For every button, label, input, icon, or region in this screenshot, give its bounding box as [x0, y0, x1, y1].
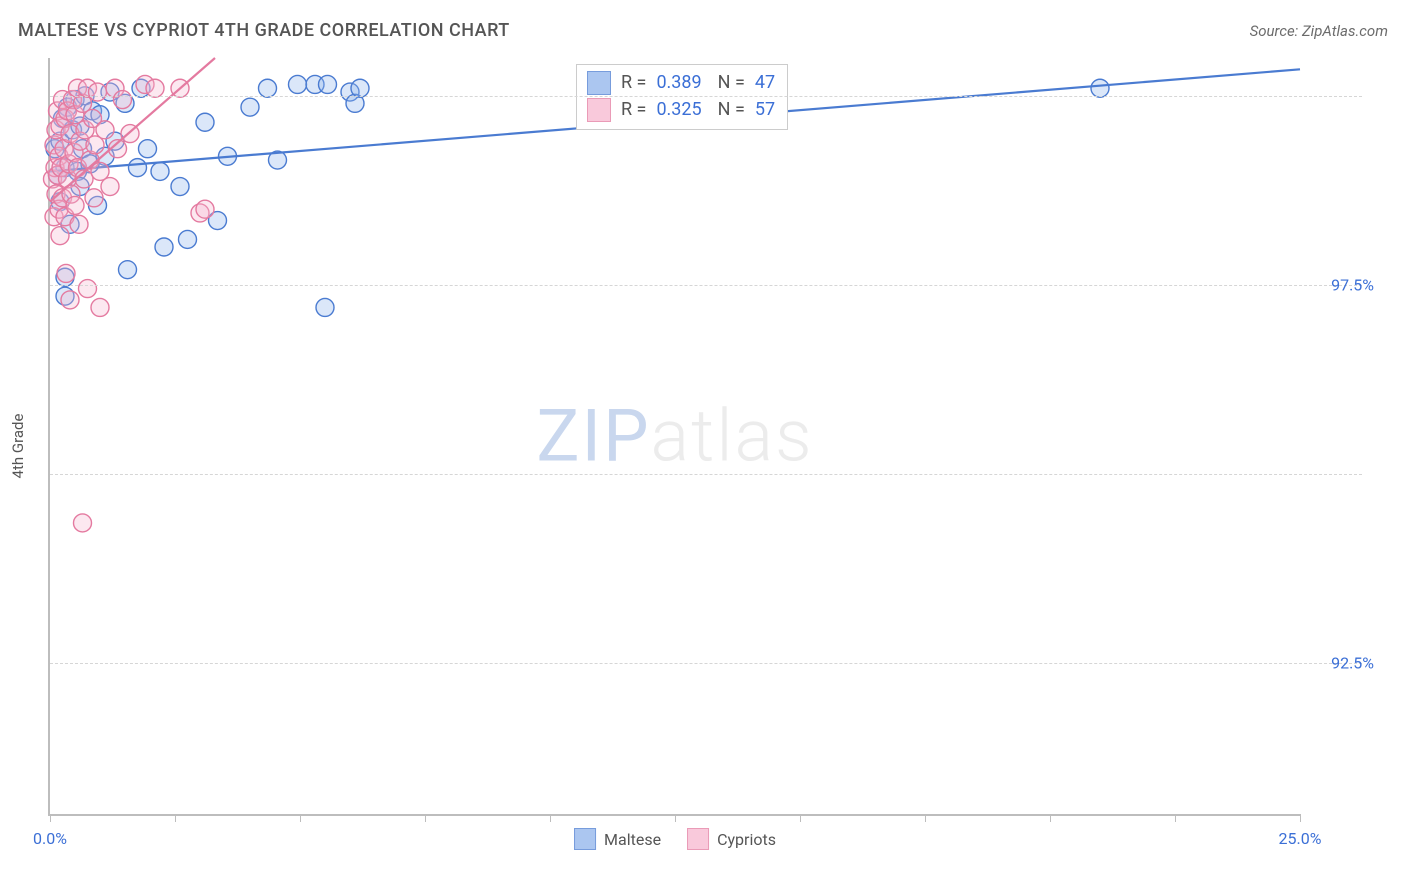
- data-point: [241, 98, 259, 116]
- legend-swatch: [587, 98, 611, 122]
- data-point: [57, 264, 75, 282]
- x-tick-label: 0.0%: [33, 829, 67, 848]
- gridline: [50, 96, 1362, 97]
- data-point: [319, 75, 337, 93]
- legend-swatch: [587, 71, 611, 95]
- data-point: [289, 75, 307, 93]
- chart-plot-area: ZIPatlas R =0.389N =47R =0.325N =57 Malt…: [48, 58, 1300, 816]
- chart-header: MALTESE VS CYPRIOT 4TH GRADE CORRELATION…: [18, 20, 1388, 41]
- legend-item: Maltese: [574, 828, 661, 850]
- gridline: [50, 474, 1362, 475]
- data-point: [171, 178, 189, 196]
- legend-series-label: Maltese: [604, 830, 661, 849]
- data-point: [1091, 79, 1109, 97]
- x-tick: [925, 814, 926, 822]
- legend-n-value: 47: [755, 69, 775, 96]
- legend-series-label: Cypriots: [717, 830, 776, 849]
- x-tick: [800, 814, 801, 822]
- x-tick: [175, 814, 176, 822]
- legend-swatch: [687, 828, 709, 850]
- legend-r-value: 0.389: [656, 69, 701, 96]
- data-point: [129, 159, 147, 177]
- data-point: [316, 298, 334, 316]
- data-point: [114, 91, 132, 109]
- legend-n-value: 57: [755, 96, 775, 123]
- data-point: [259, 79, 277, 97]
- x-tick: [1300, 814, 1301, 822]
- x-tick-label: 25.0%: [1279, 829, 1322, 848]
- gridline: [50, 663, 1362, 664]
- chart-title: MALTESE VS CYPRIOT 4TH GRADE CORRELATION…: [18, 20, 510, 41]
- data-point: [119, 261, 137, 279]
- legend-series: Maltese Cypriots: [574, 828, 776, 850]
- data-point: [151, 162, 169, 180]
- data-point: [51, 227, 69, 245]
- legend-swatch: [574, 828, 596, 850]
- data-point: [196, 200, 214, 218]
- x-tick: [675, 814, 676, 822]
- legend-r-value: 0.325: [656, 96, 701, 123]
- data-point: [74, 514, 92, 532]
- y-axis-title: 4th Grade: [9, 414, 27, 479]
- legend-item: Cypriots: [687, 828, 776, 850]
- data-point: [155, 238, 173, 256]
- y-tick-label: 97.5%: [1304, 275, 1374, 294]
- legend-row: R = 0.325 N = 57: [587, 96, 775, 123]
- data-point: [89, 83, 107, 101]
- data-point: [351, 79, 369, 97]
- data-point: [96, 121, 114, 139]
- x-tick: [300, 814, 301, 822]
- x-tick: [550, 814, 551, 822]
- y-tick-label: 92.5%: [1304, 653, 1374, 672]
- legend-correlation-box: R = 0.389 N = 47 R = 0.325 N = 57: [576, 64, 788, 130]
- data-point: [139, 140, 157, 158]
- data-point: [85, 189, 103, 207]
- gridline: [50, 285, 1362, 286]
- data-point: [91, 298, 109, 316]
- legend-row: R = 0.389 N = 47: [587, 69, 775, 96]
- x-tick: [1175, 814, 1176, 822]
- data-point: [179, 230, 197, 248]
- data-point: [146, 79, 164, 97]
- chart-svg: [50, 58, 1300, 814]
- data-point: [70, 215, 88, 233]
- legend-r-label: R =: [621, 96, 646, 123]
- data-point: [66, 196, 84, 214]
- x-tick: [1050, 814, 1051, 822]
- x-tick: [425, 814, 426, 822]
- legend-r-label: R =: [621, 69, 646, 96]
- legend-n-label: N =: [718, 96, 745, 123]
- data-point: [101, 178, 119, 196]
- x-tick: [50, 814, 51, 822]
- legend-n-label: N =: [718, 69, 745, 96]
- data-point: [61, 291, 79, 309]
- data-point: [79, 280, 97, 298]
- data-point: [196, 113, 214, 131]
- source-attribution: Source: ZipAtlas.com: [1250, 22, 1388, 40]
